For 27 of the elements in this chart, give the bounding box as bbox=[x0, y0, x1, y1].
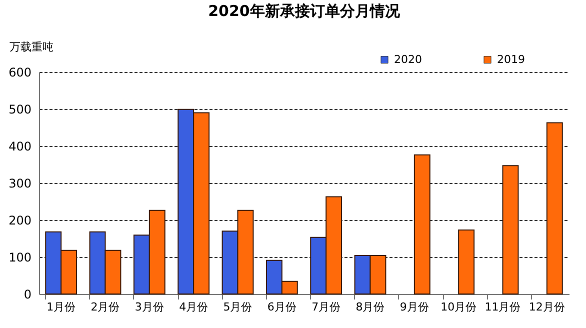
x-tick-label: 1月份 bbox=[46, 300, 76, 314]
x-tick-label: 2月份 bbox=[90, 300, 120, 314]
y-tick-label: 400 bbox=[8, 140, 32, 154]
bar bbox=[414, 154, 430, 294]
x-tick-label: 5月份 bbox=[223, 300, 252, 314]
chart-title: 2020年新承接订单分月情况 bbox=[208, 2, 401, 20]
y-axis-title: 万载重吨 bbox=[10, 40, 54, 54]
bar bbox=[546, 122, 563, 294]
y-tick-label: 100 bbox=[8, 250, 32, 264]
x-tick-label: 10月份 bbox=[440, 300, 477, 314]
x-tick-label: 3月份 bbox=[134, 300, 164, 314]
x-tick-label: 7月份 bbox=[312, 300, 341, 314]
y-tick-label: 300 bbox=[8, 176, 32, 190]
x-tick-label: 6月份 bbox=[267, 300, 296, 314]
bar bbox=[502, 165, 519, 294]
y-tick-label: 500 bbox=[8, 102, 32, 116]
x-tick-label: 9月份 bbox=[400, 300, 429, 314]
y-tick-label: 0 bbox=[24, 288, 32, 302]
y-tick-label: 200 bbox=[8, 214, 32, 228]
x-tick-label: 12月份 bbox=[528, 300, 565, 314]
x-tick-label: 11月份 bbox=[484, 300, 521, 314]
legend-label: 2019 bbox=[497, 52, 525, 66]
bar bbox=[458, 229, 475, 294]
x-tick-label: 8月份 bbox=[356, 300, 385, 314]
x-tick-label: 4月份 bbox=[179, 300, 208, 314]
legend-label: 2020 bbox=[394, 52, 422, 66]
y-tick-label: 600 bbox=[8, 66, 32, 80]
